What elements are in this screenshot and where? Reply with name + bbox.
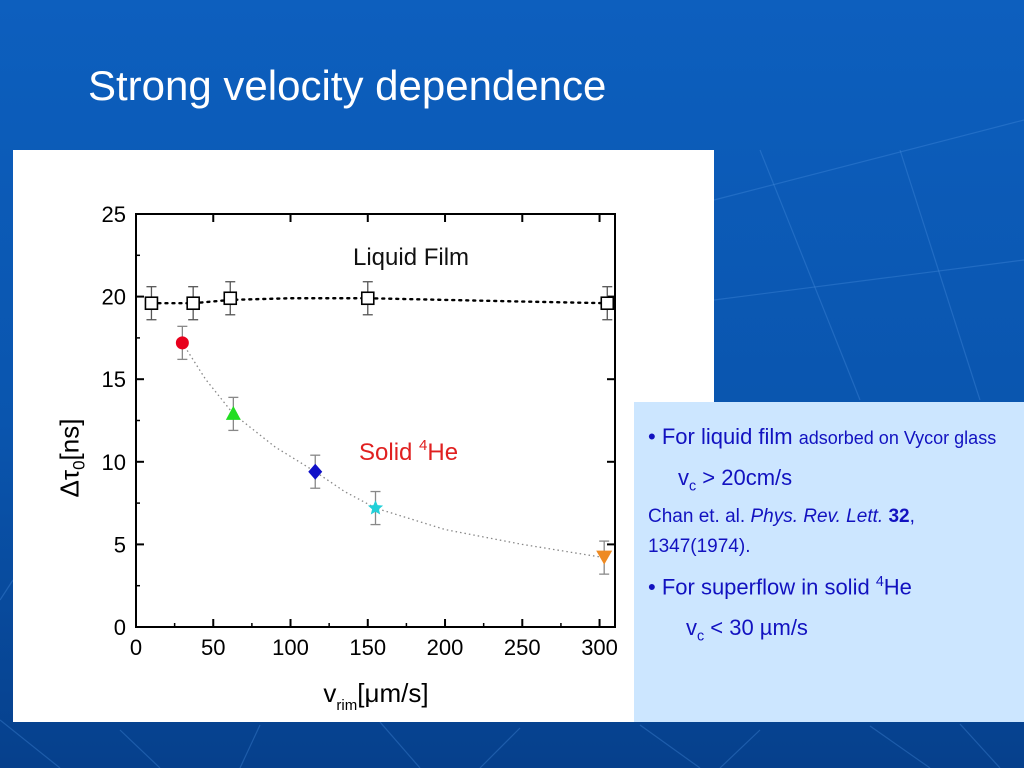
y-tick-label: 25: [102, 202, 126, 227]
y-axis-label: Δτ0[ns]: [52, 408, 92, 508]
slide-title: Strong velocity dependence: [88, 62, 607, 109]
y-axis-label-main: Δτ: [54, 469, 85, 498]
bullet-glyph: •: [648, 424, 656, 449]
vc2-symbol: v: [686, 614, 697, 640]
liquid-film-point: [360, 291, 375, 306]
chart-panel: 0 50 100 150 200 250 300 0 5 10 15 20 25 vrim[μm/s] Li…: [13, 150, 714, 722]
solid-he-point-triangle-up: [225, 405, 241, 420]
plot-frame: [135, 213, 616, 628]
x-tick-label: 100: [272, 635, 309, 660]
solid-he-point-diamond: [308, 463, 323, 480]
liquid-film-point: [223, 291, 238, 306]
x-tick-label: 250: [504, 635, 541, 660]
x-axis-label-sub: rim: [336, 697, 357, 714]
solid-he-sup: 4: [875, 574, 884, 591]
y-tick-label: 15: [102, 367, 126, 392]
reference-journal: Phys. Rev. Lett.: [750, 506, 884, 528]
reference-pages: , 1347(1974).: [648, 506, 915, 558]
vc1-subscript: c: [689, 478, 697, 495]
y-tick-label: 20: [102, 285, 126, 310]
y-tick-label: 5: [114, 532, 126, 557]
x-tick-label: 0: [130, 635, 142, 660]
solid-he-point-triangle-down: [596, 550, 613, 565]
y-tick-label: 0: [114, 615, 126, 640]
x-tick-label: 300: [581, 635, 618, 660]
x-axis-label-unit: [μm/s]: [357, 678, 428, 708]
liquid-critical-velocity: vc > 20cm/s: [648, 465, 1010, 494]
reference: Chan et. al. Phys. Rev. Lett. 32, 1347(1…: [648, 502, 1010, 562]
vc1-value: > 20cm/s: [696, 465, 793, 490]
liquid-film-point: [144, 296, 159, 311]
y-tick-label: 10: [102, 450, 126, 475]
bullet-solid-he: • For superflow in solid 4He: [648, 574, 1010, 600]
solid-he-label-main: Solid: [359, 439, 419, 466]
reference-authors: Chan et. al.: [648, 506, 751, 528]
vc2-subscript: c: [697, 628, 705, 645]
bullet-liquid-film: • For liquid film adsorbed on Vycor glas…: [648, 424, 1010, 451]
liquid-film-text: For liquid film: [661, 424, 799, 449]
bullet-glyph-2: •: [648, 574, 656, 600]
liquid-film-fit-line: [150, 297, 609, 305]
solid-he-point-star: [367, 500, 384, 515]
y-axis-label-sub: 0: [69, 460, 89, 470]
velocity-chart: 0 50 100 150 200 250 300 0 5 10 15 20 25 vrim[μm/s] Li…: [102, 202, 618, 714]
vc2-value: < 30 µm/s: [704, 614, 808, 640]
x-tick-label: 200: [427, 635, 464, 660]
liquid-film-label: Liquid Film: [353, 244, 469, 271]
liquid-film-point: [186, 296, 200, 311]
x-tick-label: 150: [349, 635, 386, 660]
solid-he-label-tail: He: [427, 439, 458, 466]
solid-he-label: Solid 4He: [359, 437, 458, 466]
vc1-symbol: v: [678, 465, 689, 490]
solid-he-point-circle: [175, 336, 189, 350]
y-axis-label-unit: [ns]: [54, 418, 85, 461]
reference-volume: 32: [888, 506, 910, 528]
liquid-film-detail: adsorbed on Vycor glass: [798, 428, 997, 448]
solid-critical-velocity: vc < 30 µm/s: [648, 615, 1010, 644]
solid-he-text: For superflow in solid: [661, 574, 876, 600]
solid-he-tail: He: [883, 574, 912, 600]
info-box: • For liquid film adsorbed on Vycor glas…: [634, 402, 1024, 722]
x-axis-label-main: v: [323, 678, 336, 708]
x-tick-label: 50: [201, 635, 225, 660]
x-axis-label: vrim[μm/s]: [323, 678, 428, 714]
liquid-film-point: [600, 296, 615, 311]
solid-he-label-sup: 4: [419, 437, 427, 454]
